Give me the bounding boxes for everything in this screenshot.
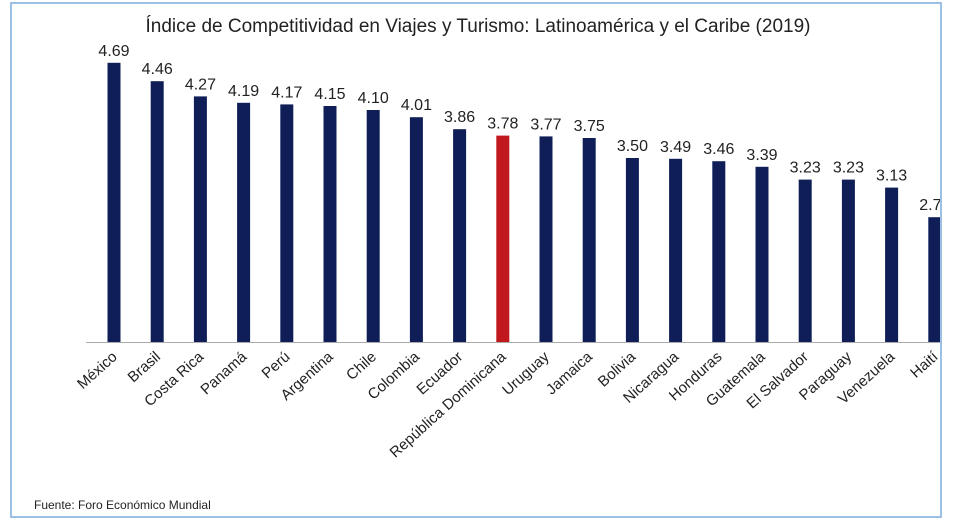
data-label-republica-dominicana: 3.78 [487, 116, 518, 133]
source-note: Fuente: Foro Económico Mundial [34, 498, 211, 512]
data-label-mexico: 4.69 [98, 43, 129, 60]
data-label-nicaragua: 3.49 [660, 139, 691, 156]
bar-jamaica [582, 138, 596, 342]
data-label-panama: 4.19 [228, 83, 259, 100]
data-label-jamaica: 3.75 [574, 118, 605, 135]
bar-panama [237, 102, 251, 342]
data-label-costa-rica: 4.27 [185, 76, 216, 93]
data-label-venezuela: 3.13 [876, 168, 907, 185]
data-label-bolivia: 3.50 [617, 138, 648, 155]
bar-republica-dominicana [496, 135, 510, 342]
data-label-el-salvador: 3.23 [790, 160, 821, 177]
data-label-honduras: 3.46 [703, 141, 734, 158]
data-label-argentina: 4.15 [314, 86, 345, 103]
tick-label-brasil: Brasil [125, 348, 164, 386]
data-label-paraguay: 3.23 [833, 160, 864, 177]
data-label-uruguay: 3.77 [530, 116, 561, 133]
bar-venezuela [885, 187, 899, 342]
tick-label-uruguay: Uruguay [499, 348, 553, 399]
bar-guatemala [755, 166, 769, 342]
tick-label-peru: Perú [259, 348, 294, 382]
bar-uruguay [539, 136, 553, 342]
chart-title: Índice de Competitividad en Viajes y Tur… [145, 16, 811, 37]
bar-colombia [409, 117, 423, 342]
bar-argentina [323, 106, 337, 342]
bar-nicaragua [669, 158, 683, 342]
data-label-peru: 4.17 [271, 84, 302, 101]
data-label-colombia: 4.01 [401, 97, 432, 114]
bar-peru [280, 104, 294, 343]
bar-costa-rica [193, 96, 207, 343]
bar-chile [366, 110, 380, 342]
bar-honduras [712, 161, 726, 342]
tick-label-chile: Chile [343, 348, 380, 384]
tick-label-panama: Panamá [197, 348, 250, 398]
bar-paraguay [841, 179, 855, 342]
chart-frame: Índice de Competitividad en Viajes y Tur… [10, 2, 942, 518]
bar-haiti [928, 217, 940, 342]
tick-label-jamaica: Jamaica [543, 348, 596, 398]
bar-el-salvador [798, 179, 812, 342]
bar-mexico [107, 62, 121, 343]
data-label-guatemala: 3.39 [746, 147, 777, 164]
data-label-brasil: 4.46 [142, 61, 173, 78]
tick-label-mexico: México [74, 348, 121, 392]
bar-brasil [150, 81, 164, 342]
data-label-ecuador: 3.86 [444, 109, 475, 126]
tick-label-haiti: Haití [907, 348, 942, 382]
bar-ecuador [453, 129, 467, 342]
data-label-haiti: 2.76 [919, 197, 942, 214]
data-label-chile: 4.10 [358, 90, 389, 107]
bar-bolivia [625, 158, 639, 342]
